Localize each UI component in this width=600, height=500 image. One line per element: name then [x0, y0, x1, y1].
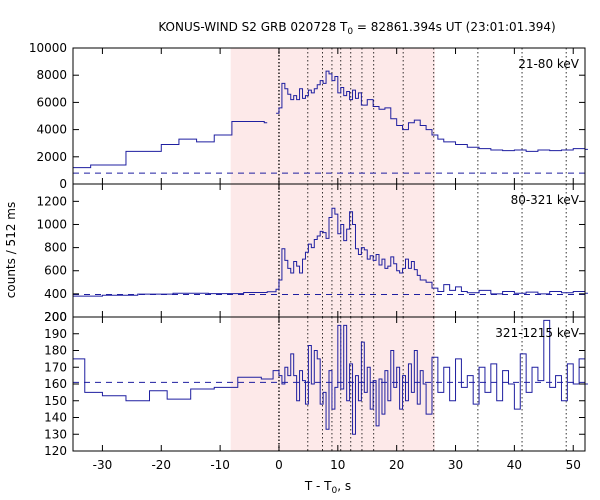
shaded-interval	[230, 184, 435, 317]
y-tick-label: 8000	[36, 68, 67, 82]
count-rate-series	[73, 319, 588, 435]
count-rate-series	[73, 120, 268, 169]
y-tick-label: 600	[44, 264, 67, 278]
panel-2: 200 400 600 800 1000 1200 80-321 keV	[36, 183, 588, 324]
y-tick-label: 120	[44, 444, 67, 458]
y-tick-label: 0	[59, 177, 67, 191]
y-tick-label: 150	[44, 394, 67, 408]
y-tick-label: 4000	[36, 123, 67, 137]
x-tick-label: 40	[507, 458, 522, 472]
x-tick-label: 20	[389, 458, 404, 472]
x-tick-label: 30	[448, 458, 463, 472]
energy-band-label: 21-80 keV	[518, 57, 580, 71]
count-rate-series	[73, 207, 588, 297]
x-tick-label: 10	[330, 458, 345, 472]
y-tick-label: 190	[44, 327, 67, 341]
y-tick-label: 170	[44, 360, 67, 374]
y-tick-label: 2000	[36, 150, 67, 164]
energy-band-label: 80-321 keV	[511, 193, 580, 207]
y-tick-label: 6000	[36, 95, 67, 109]
energy-band-label: 321-1215 keV	[495, 326, 579, 340]
x-tick-label: -10	[210, 458, 230, 472]
x-tick-label: -20	[151, 458, 171, 472]
x-tick-label: 0	[275, 458, 283, 472]
panel-1: 0 2000 4000 6000 8000 10000 21-80 keV	[29, 41, 588, 191]
x-tick-label: 50	[566, 458, 581, 472]
y-tick-label: 1200	[36, 194, 67, 208]
shaded-interval	[230, 48, 435, 184]
y-tick-label: 200	[44, 310, 67, 324]
y-tick-label: 200	[44, 310, 67, 324]
y-tick-label: 140	[44, 411, 67, 425]
y-tick-label: 800	[44, 241, 67, 255]
y-axis-title: counts / 512 ms	[4, 202, 18, 298]
chart-title: KONUS-WIND S2 GRB 020728 T0 = 82861.394s…	[158, 20, 555, 37]
x-axis-title: T - T0, s	[304, 479, 351, 496]
y-tick-label: 400	[44, 287, 67, 301]
shaded-interval	[230, 317, 435, 451]
panel-3: 120 130 140 150 160 170 180 190 200 -30 -20 -10 0 10 2…	[44, 310, 588, 472]
y-tick-label: 10000	[29, 41, 67, 55]
count-rate-series	[276, 70, 588, 152]
x-tick-label: -30	[93, 458, 113, 472]
y-tick-label: 1000	[36, 217, 67, 231]
y-tick-label: 160	[44, 377, 67, 391]
y-tick-label: 130	[44, 427, 67, 441]
y-tick-label: 180	[44, 344, 67, 358]
